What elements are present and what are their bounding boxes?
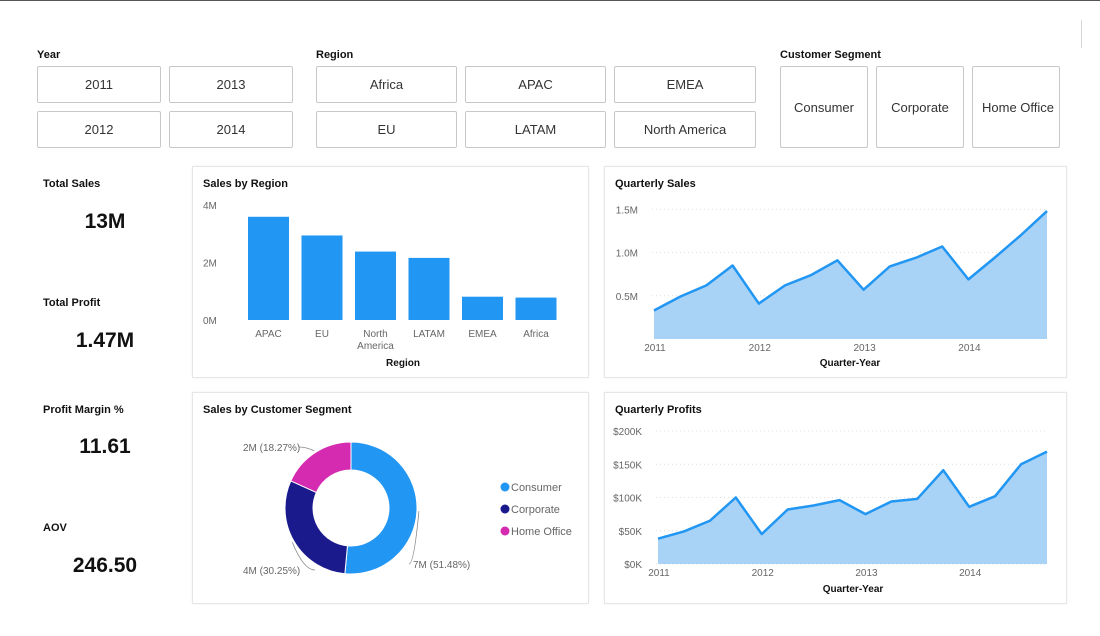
year-2014-button[interactable]: 2014	[169, 111, 293, 148]
x-tick-label: Africa	[523, 329, 549, 340]
y-tick-label: 0.5M	[616, 292, 638, 303]
segment-home-office-button[interactable]: Home Office	[972, 66, 1060, 148]
leader-line	[298, 446, 315, 452]
donut-slice	[344, 441, 418, 575]
sales-by-segment-chart: 7M (51.48%) 4M (30.25%) 2M (18.27%) Consume…	[243, 441, 572, 577]
region-africa-button[interactable]: Africa	[316, 66, 457, 103]
quarterly-profits-card[interactable]: Quarterly Profits $0K $50K $100K $150K $200K…	[604, 392, 1067, 604]
quarterly-profits-title: Quarterly Profits	[615, 404, 702, 416]
bar	[515, 297, 557, 320]
y-tick-label: 2M	[203, 259, 217, 270]
x-tick-label: 2011	[648, 568, 670, 579]
region-apac-button[interactable]: APAC	[465, 66, 606, 103]
area-fill	[654, 211, 1047, 339]
total-profit-title: Total Profit	[43, 297, 101, 309]
x-tick-label: 2012	[752, 568, 775, 579]
legend-label: Consumer	[511, 482, 562, 494]
data-label: 4M (30.25%)	[243, 566, 300, 577]
leader-line	[291, 542, 316, 571]
y-tick-label: 0M	[203, 316, 217, 327]
quarterly-sales-chart: 0.5M 1.0M 1.5M 2011 2012 2013 2014 Quarter-Year	[616, 205, 1048, 369]
region-eu-button[interactable]: EU	[316, 111, 457, 148]
x-tick-label: 2014	[958, 343, 981, 354]
y-tick-label: $100K	[613, 494, 642, 505]
quarterly-sales-title: Quarterly Sales	[615, 178, 696, 190]
x-axis-title: Region	[386, 358, 420, 369]
sales-by-region-card[interactable]: Sales by Region 0M 2M 4M APAC EU North America…	[192, 166, 589, 378]
sales-by-region-title: Sales by Region	[203, 178, 288, 190]
profit-margin-value: 11.61	[79, 435, 131, 458]
y-tick-label: 1.0M	[616, 249, 638, 260]
total-sales-value: 13M	[84, 210, 126, 233]
legend-marker	[500, 482, 510, 492]
bar	[355, 251, 396, 320]
region-north-america-button[interactable]: North America	[614, 111, 756, 148]
bar	[248, 216, 289, 320]
donut-slice	[284, 480, 349, 575]
x-tick-label: EU	[315, 329, 329, 340]
total-profit-value: 1.47M	[75, 329, 135, 352]
region-emea-button[interactable]: EMEA	[614, 66, 756, 103]
x-tick-label: APAC	[255, 329, 282, 340]
aov-title: AOV	[43, 522, 67, 534]
x-tick-label: 2012	[749, 343, 772, 354]
aov-value: 246.50	[72, 554, 138, 577]
year-2011-button[interactable]: 2011	[37, 66, 161, 103]
year-slicer-label: Year	[37, 49, 61, 61]
y-tick-label: $50K	[619, 527, 643, 538]
total-sales-title: Total Sales	[43, 178, 101, 190]
year-2013-button[interactable]: 2013	[169, 66, 293, 103]
x-tick-label: 2014	[959, 568, 982, 579]
legend-label: Corporate	[511, 504, 560, 516]
y-tick-label: $150K	[613, 460, 642, 471]
sales-by-segment-title: Sales by Customer Segment	[203, 404, 352, 416]
profit-margin-title: Profit Margin %	[43, 404, 124, 416]
x-tick-label: 2013	[853, 343, 876, 354]
separator-line	[1081, 20, 1082, 48]
x-axis-title: Quarter-Year	[820, 358, 881, 369]
legend-marker	[500, 526, 510, 536]
legend-label: Home Office	[511, 526, 572, 538]
segment-corporate-button[interactable]: Corporate	[876, 66, 964, 148]
bar	[462, 296, 503, 320]
data-label: 2M (18.27%)	[243, 443, 300, 454]
segment-consumer-button[interactable]: Consumer	[780, 66, 868, 148]
x-tick-label: North	[363, 329, 387, 340]
x-tick-label: 2011	[644, 343, 666, 354]
year-2012-button[interactable]: 2012	[37, 111, 161, 148]
sales-by-segment-card[interactable]: Sales by Customer Segment 7M (51.48%) 4M …	[192, 392, 589, 604]
series-line	[657, 450, 1048, 540]
y-tick-label: 1.5M	[616, 205, 638, 216]
bar	[301, 235, 343, 320]
region-latam-button[interactable]: LATAM	[465, 111, 606, 148]
segment-slicer-label: Customer Segment	[780, 49, 881, 61]
data-label: 7M (51.48%)	[413, 560, 470, 571]
x-tick-label: America	[357, 341, 394, 352]
x-tick-label: LATAM	[413, 329, 445, 340]
quarterly-profits-chart: $0K $50K $100K $150K $200K 2011 2012 2013 2014 Qu…	[613, 427, 1048, 595]
y-tick-label: $200K	[613, 427, 642, 438]
top-border	[0, 0, 1100, 1]
x-tick-label: 2013	[855, 568, 878, 579]
legend-marker	[500, 504, 510, 514]
y-tick-label: 4M	[203, 201, 217, 212]
quarterly-sales-card[interactable]: Quarterly Sales 0.5M 1.0M 1.5M 2011 2012 2013…	[604, 166, 1067, 378]
donut-slice	[290, 441, 352, 494]
series-line	[653, 210, 1048, 312]
x-axis-title: Quarter-Year	[823, 584, 884, 595]
bar	[408, 257, 450, 320]
x-tick-label: EMEA	[468, 329, 497, 340]
leader-line	[408, 511, 420, 565]
y-tick-label: $0K	[624, 560, 642, 571]
region-slicer-label: Region	[316, 49, 354, 61]
